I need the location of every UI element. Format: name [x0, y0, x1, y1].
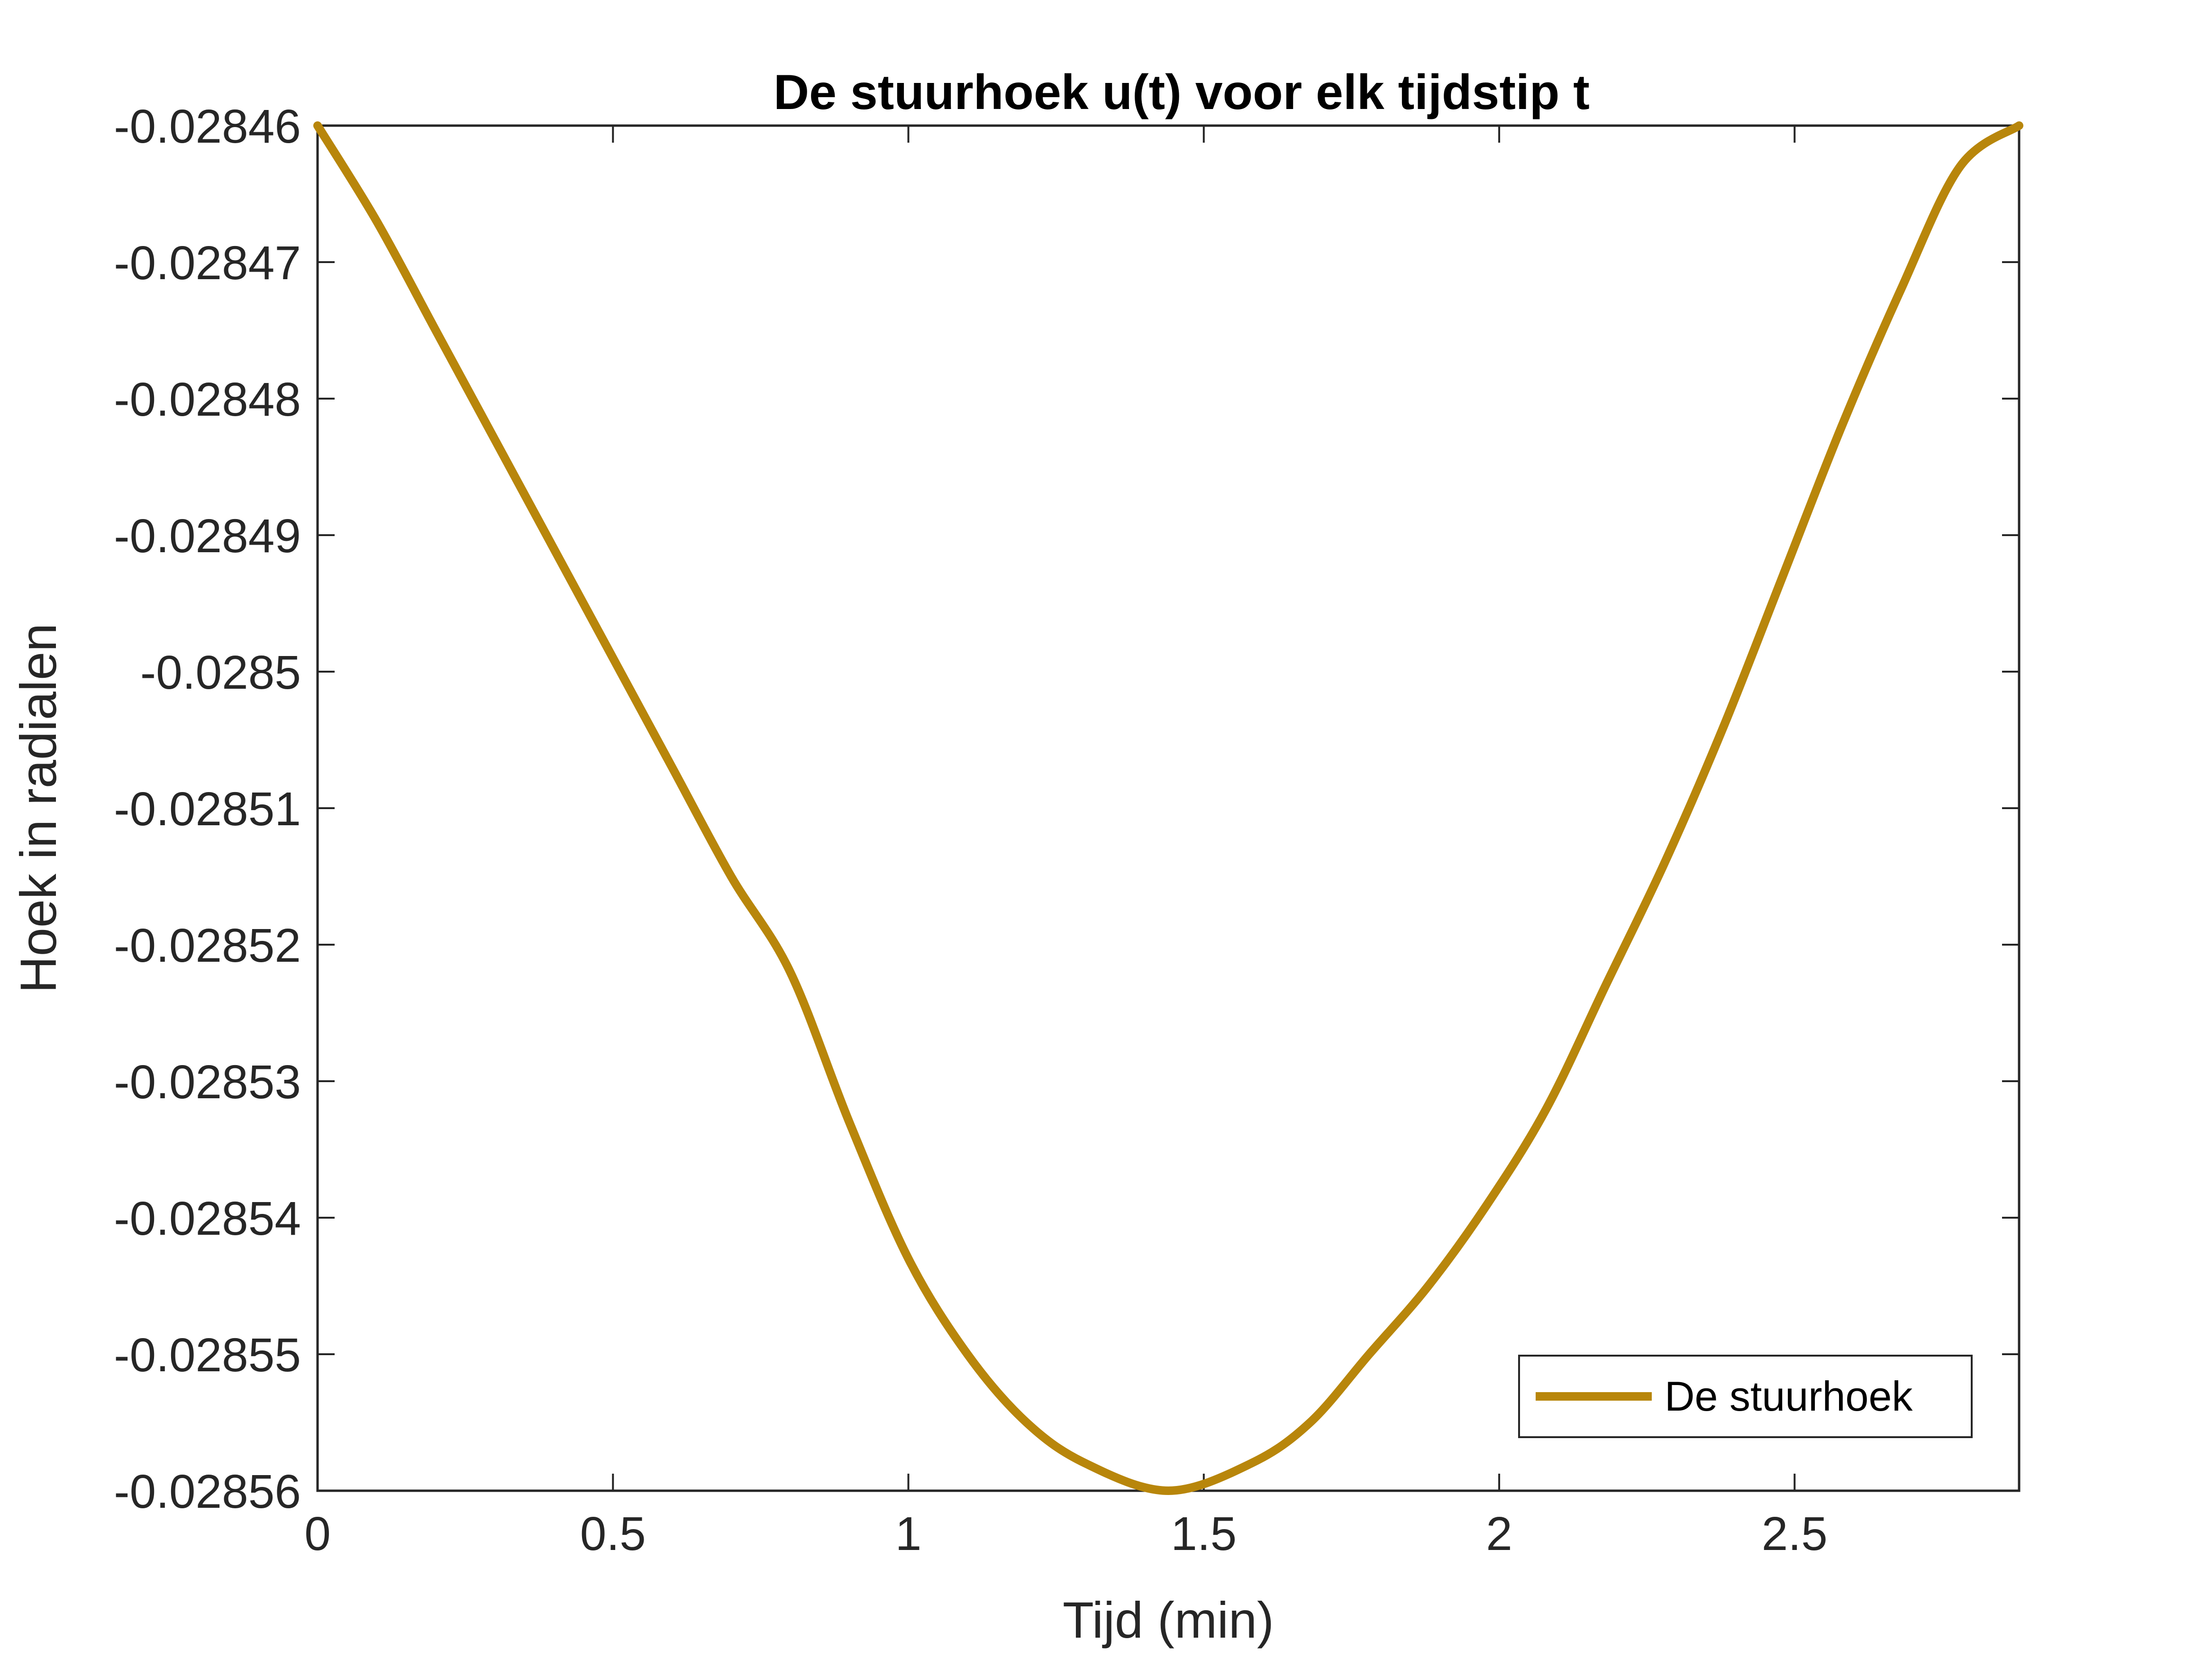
x-tick-label: 1 [895, 1507, 922, 1560]
y-tick-label: -0.02853 [114, 1056, 301, 1109]
y-axis: -0.02846 -0.02847 -0.02848 -0.02849 -0.0285 -… [114, 100, 2019, 1518]
chart-title: De stuurhoek u(t) voor elk tijdstip t [774, 65, 1590, 120]
plot-frame [316, 124, 2021, 1492]
plot-area [316, 124, 2021, 1492]
y-tick-label: -0.0285 [140, 646, 301, 699]
y-tick-label: -0.02847 [114, 237, 301, 290]
y-tick-label: -0.02851 [114, 783, 301, 836]
series-layer [313, 121, 2023, 1495]
y-tick-label: -0.02849 [114, 510, 301, 563]
x-tick-label: 0.5 [580, 1507, 646, 1560]
x-tick-label: 0 [304, 1507, 331, 1560]
x-tick-label: 2 [1486, 1507, 1512, 1560]
y-tick-label: -0.02848 [114, 373, 301, 426]
x-axis-label: Tijd (min) [1063, 1591, 1274, 1649]
legend-label-de-stuurhoek: De stuurhoek [1665, 1373, 1913, 1420]
x-tick-label: 1.5 [1171, 1507, 1237, 1560]
y-tick-label: -0.02846 [114, 100, 301, 153]
series-line-de-stuurhoek [313, 121, 2023, 1495]
y-axis-label: Hoek in radialen [9, 623, 67, 993]
y-tick-label: -0.02856 [114, 1465, 301, 1518]
y-tick-label: -0.02855 [114, 1329, 301, 1382]
x-tick-label: 2.5 [1762, 1507, 1828, 1560]
y-tick-label: -0.02854 [114, 1192, 301, 1245]
x-axis: 0 0.5 1 1.5 2 2.5 [304, 126, 1828, 1560]
y-tick-label: -0.02852 [114, 919, 301, 972]
legend: De stuurhoek [1518, 1355, 1973, 1438]
